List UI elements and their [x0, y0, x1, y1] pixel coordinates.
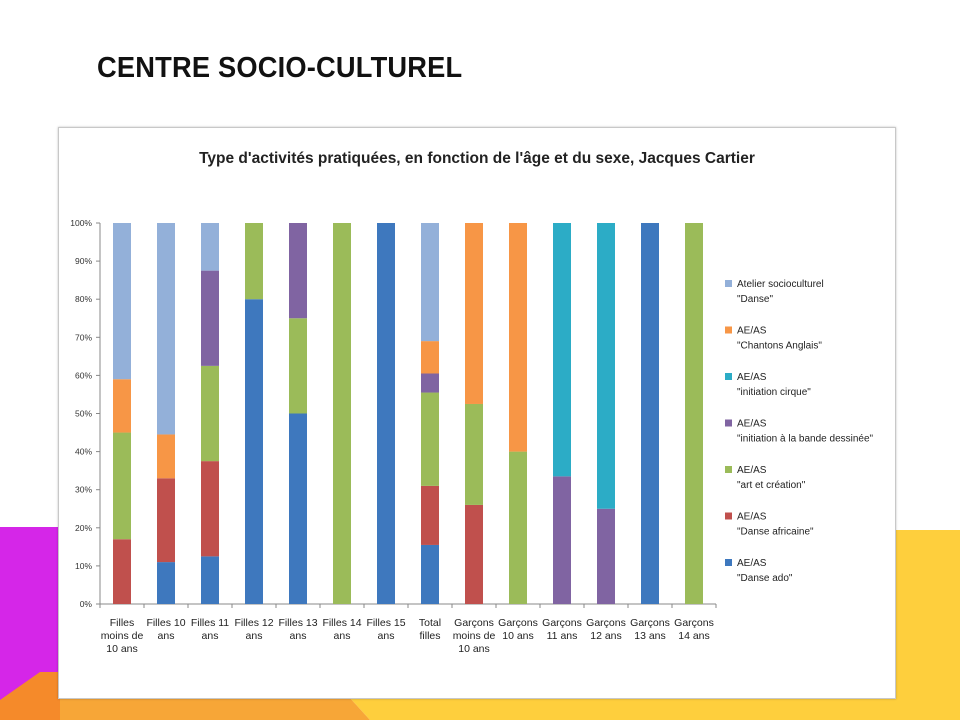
bar-segment	[685, 223, 703, 604]
legend-label: AE/AS "initiation à la bande dessinée"	[737, 419, 874, 445]
bar-segment	[421, 544, 439, 604]
chart-frame: Type d'activités pratiquées, en fonction…	[58, 127, 896, 699]
legend-label: AE/AS "Danse africaine"	[737, 512, 814, 538]
yellow-right-shape	[893, 530, 960, 720]
bar-segment	[333, 223, 351, 604]
bar-segment	[201, 365, 219, 462]
legend-swatch	[725, 280, 732, 287]
bar-segment	[157, 223, 175, 435]
bar-segment	[553, 476, 571, 604]
bar-segment	[157, 562, 175, 604]
legend-swatch	[725, 466, 732, 473]
bar-segment	[245, 223, 263, 300]
x-tick-label: Garçons moins de 10 ans	[453, 617, 496, 655]
bar-segment	[157, 434, 175, 479]
legend-label: AE/AS "art et création"	[737, 465, 806, 491]
legend-label: AE/AS "Danse ado"	[737, 558, 793, 584]
x-tick-label: Filles 12 ans	[234, 617, 273, 642]
bars	[113, 223, 703, 604]
y-tick-label: 10%	[75, 561, 92, 571]
bar-segment	[553, 223, 571, 477]
bar-segment	[509, 223, 527, 452]
x-tick-label: Total filles	[419, 617, 441, 642]
x-tick-label: Garçons 12 ans	[586, 617, 626, 642]
bar-segment	[245, 299, 263, 604]
legend-swatch	[725, 326, 732, 334]
y-tick-label: 70%	[75, 332, 92, 342]
legend-label: AE/AS "initiation cirque"	[737, 372, 811, 398]
legend-label: AE/AS "Chantons Anglais"	[737, 326, 822, 352]
x-tick-label: Garçons 11 ans	[542, 617, 582, 642]
deep-orange-corner-shape	[0, 672, 60, 720]
legend-swatch	[725, 373, 732, 380]
x-tick-label: Filles 14 ans	[322, 617, 361, 642]
slide-title: CENTRE SOCIO-CULTUREL	[97, 52, 463, 84]
x-tick-label: Garçons 13 ans	[630, 617, 670, 642]
x-tick-label: Filles 10 ans	[146, 617, 185, 642]
x-tick-label: Filles 11 ans	[191, 617, 229, 642]
bar-segment	[421, 341, 439, 374]
y-tick-label: 50%	[75, 409, 92, 419]
x-tick-label: Garçons 10 ans	[498, 617, 538, 642]
bar-segment	[201, 223, 219, 271]
x-tick-label: Filles moins de 10 ans	[101, 617, 144, 655]
bar-segment	[201, 556, 219, 604]
y-tick-label: 30%	[75, 485, 92, 495]
legend: Atelier socioculturel "Danse" AE/AS "Chanto…	[725, 279, 874, 584]
bar-segment	[465, 504, 483, 604]
y-tick-label: 0%	[80, 599, 93, 609]
bar-segment	[113, 223, 131, 380]
orange-bottom-shape	[60, 698, 370, 720]
bar-segment	[113, 432, 131, 540]
bar-segment	[509, 451, 527, 604]
bar-segment	[465, 223, 483, 404]
yellow-bottom-shape	[350, 698, 960, 720]
bar-segment	[289, 223, 307, 319]
bar-segment	[597, 508, 615, 604]
bar-segment	[201, 270, 219, 366]
y-tick-label: 20%	[75, 523, 92, 533]
bar-segment	[465, 403, 483, 505]
bar-segment	[201, 461, 219, 557]
bar-segment	[421, 392, 439, 486]
bar-segment	[421, 223, 439, 342]
legend-swatch	[725, 512, 732, 520]
y-tick-label: 80%	[75, 294, 92, 304]
bar-segment	[597, 223, 615, 509]
bar-segment	[113, 539, 131, 604]
y-tick-label: 100%	[70, 218, 92, 228]
legend-swatch	[725, 559, 732, 566]
x-tick-label: Garçons 14 ans	[674, 617, 714, 642]
bar-segment	[289, 413, 307, 604]
x-tick-label: Filles 15 ans	[366, 617, 405, 642]
x-tick-label: Filles 13 ans	[278, 617, 317, 642]
legend-label: Atelier socioculturel "Danse"	[737, 279, 824, 305]
y-tick-label: 60%	[75, 370, 92, 380]
bar-segment	[157, 478, 175, 563]
legend-swatch	[725, 419, 732, 427]
bar-segment	[641, 223, 659, 604]
bar-segment	[113, 379, 131, 433]
bar-segment	[377, 223, 395, 604]
magenta-corner-shape	[0, 527, 60, 720]
stacked-bar-chart: Type d'activités pratiquées, en fonction…	[70, 150, 874, 655]
y-tick-label: 40%	[75, 447, 92, 457]
chart-title: Type d'activités pratiquées, en fonction…	[199, 150, 755, 167]
bar-segment	[421, 373, 439, 393]
bar-segment	[289, 318, 307, 414]
y-tick-label: 90%	[75, 256, 92, 266]
bar-segment	[421, 485, 439, 545]
